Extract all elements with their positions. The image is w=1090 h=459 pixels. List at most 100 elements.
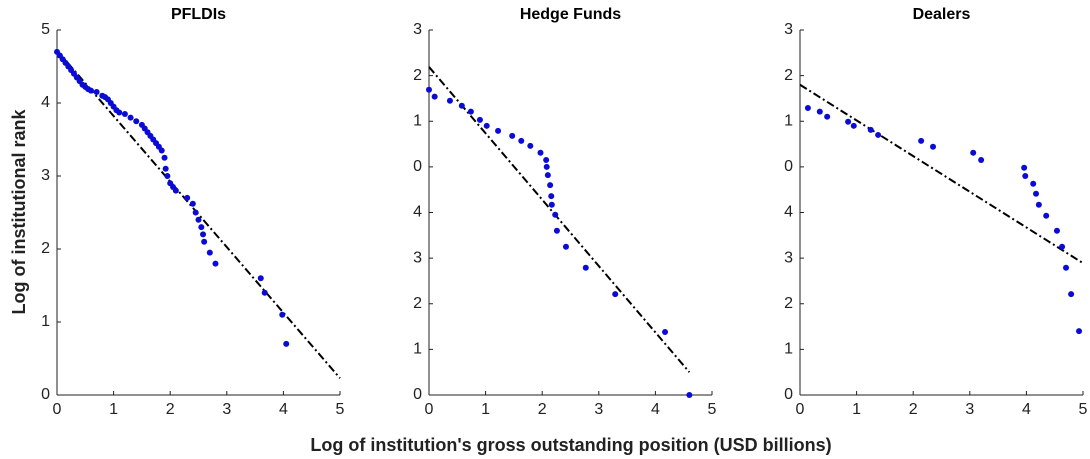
x-tick-label: 3	[594, 401, 603, 418]
data-point	[426, 86, 432, 93]
data-point	[816, 108, 823, 115]
data-point	[164, 173, 171, 179]
data-point	[845, 118, 852, 125]
x-tick-label: 4	[279, 401, 288, 418]
data-point	[527, 142, 534, 149]
data-point	[1063, 264, 1070, 271]
y-tick-label: 0	[413, 386, 422, 403]
data-point	[495, 127, 502, 134]
y-tick-label: 1	[784, 341, 793, 358]
data-point	[509, 132, 516, 139]
data-point	[127, 114, 134, 121]
x-tick-label: 2	[538, 401, 547, 418]
data-point	[867, 126, 874, 133]
y-tick-label: 5	[41, 21, 50, 38]
x-tick-label: 1	[852, 401, 861, 418]
y-tick-label: 3	[784, 249, 793, 266]
data-point	[1030, 180, 1037, 187]
y-tick-label: 1	[784, 112, 793, 129]
data-point	[1022, 173, 1029, 179]
x-tick-label: 4	[651, 401, 660, 418]
x-tick-label: 5	[336, 401, 345, 418]
data-point	[662, 329, 669, 336]
data-point	[686, 392, 693, 398]
data-point	[206, 249, 213, 256]
chart-title: Hedge Funds	[520, 6, 621, 23]
x-tick-label: 4	[1022, 401, 1031, 418]
data-point	[1053, 227, 1060, 234]
data-point	[200, 231, 207, 238]
y-tick-label: 4	[413, 204, 422, 221]
data-point	[582, 264, 589, 271]
data-point	[161, 154, 168, 161]
data-point	[93, 89, 100, 96]
data-point	[824, 113, 831, 120]
data-point	[930, 143, 937, 150]
data-point	[1076, 328, 1083, 335]
data-point	[87, 87, 94, 94]
data-point	[195, 216, 202, 223]
y-tick-label: 2	[413, 295, 422, 312]
data-point	[543, 157, 550, 164]
data-point	[970, 149, 977, 156]
y-tick-label: 2	[413, 67, 422, 84]
data-point	[158, 147, 165, 154]
data-point	[212, 260, 219, 267]
x-tick-label: 0	[796, 401, 805, 418]
data-point	[1033, 190, 1040, 197]
data-point	[189, 200, 196, 207]
data-point	[548, 201, 555, 208]
data-point	[1021, 164, 1028, 171]
y-tick-label: 0	[784, 386, 793, 403]
y-tick-label: 2	[784, 295, 793, 312]
data-point	[552, 211, 559, 218]
y-axis-label: Log of institutional rank	[9, 109, 29, 315]
data-point	[875, 131, 882, 138]
data-point	[116, 109, 123, 116]
y-tick-label: 4	[784, 204, 793, 221]
y-tick-label: 1	[413, 112, 422, 129]
x-tick-label: 1	[109, 401, 118, 418]
data-point	[537, 149, 544, 156]
data-point	[458, 102, 465, 109]
y-tick-label: 2	[784, 67, 793, 84]
data-point	[548, 193, 555, 200]
chart-title: Dealers	[913, 6, 971, 23]
data-point	[483, 122, 490, 129]
data-point	[279, 311, 286, 318]
data-point	[133, 118, 140, 125]
y-tick-label: 4	[41, 94, 50, 111]
data-point	[467, 108, 474, 115]
y-tick-label: 3	[413, 249, 422, 266]
y-tick-label: 2	[41, 240, 50, 257]
data-point	[192, 209, 199, 216]
x-tick-label: 2	[909, 401, 918, 418]
data-point	[918, 137, 925, 144]
x-tick-label: 3	[965, 401, 974, 418]
data-point	[121, 110, 128, 117]
data-point	[172, 187, 179, 194]
y-tick-label: 1	[41, 313, 50, 330]
x-tick-label: 0	[425, 401, 434, 418]
y-tick-label: 0	[41, 386, 50, 403]
y-tick-label: 3	[413, 21, 422, 38]
data-point	[553, 227, 560, 234]
data-point	[1068, 291, 1075, 298]
data-point	[612, 291, 619, 298]
data-point	[518, 137, 525, 144]
x-tick-label: 2	[166, 401, 175, 418]
data-point	[431, 93, 438, 100]
y-tick-label: 0	[784, 158, 793, 175]
x-tick-label: 5	[708, 401, 717, 418]
data-point	[184, 194, 191, 201]
data-point	[547, 182, 554, 189]
y-tick-label: 3	[784, 21, 793, 38]
data-point	[446, 97, 453, 104]
data-point	[476, 116, 483, 123]
fit-line	[799, 83, 1084, 264]
data-point	[804, 105, 811, 112]
data-point	[201, 238, 208, 245]
x-axis-label: Log of institution's gross outstanding p…	[310, 435, 831, 455]
data-point	[562, 243, 569, 250]
